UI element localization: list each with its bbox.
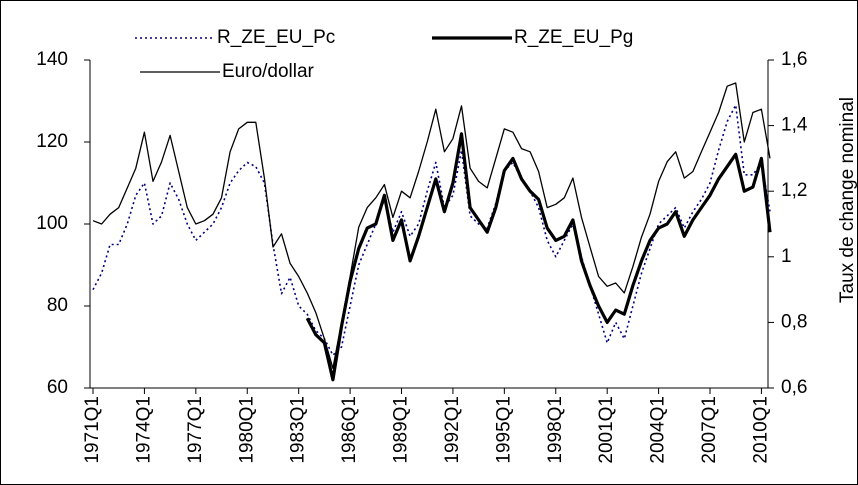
y-tick-label: 80 — [47, 295, 68, 316]
y-tick-label: 140 — [36, 49, 68, 70]
y2-tick-label: 1,6 — [781, 49, 807, 70]
series-line — [305, 132, 772, 382]
x-tick-label: 1998Q1 — [545, 396, 566, 464]
legend-label: Euro/dollar — [222, 61, 315, 82]
x-tick-label: 2007Q1 — [699, 396, 720, 464]
x-tick-label: 1977Q1 — [185, 396, 206, 464]
x-tick-label: 1995Q1 — [493, 396, 514, 464]
x-tick-label: 1983Q1 — [288, 396, 309, 464]
x-tick-label: 1986Q1 — [339, 396, 360, 464]
x-tick-label: 1992Q1 — [442, 396, 463, 464]
y-tick-label: 120 — [36, 131, 68, 152]
y2-tick-label: 1,2 — [781, 180, 807, 201]
series-line — [92, 104, 771, 356]
x-tick-label: 2010Q1 — [750, 396, 771, 464]
x-tick-label: 2004Q1 — [648, 396, 669, 464]
y2-tick-label: 0,8 — [781, 311, 807, 332]
x-tick-label: 1980Q1 — [236, 396, 257, 464]
series-line — [92, 82, 771, 369]
y-tick-label: 60 — [47, 377, 68, 398]
y2-tick-label: 1,4 — [781, 115, 808, 136]
legend-label: R_ZE_EU_Pg — [514, 27, 633, 48]
y2-tick-label: 0,6 — [781, 377, 807, 398]
legend-label: R_ZE_EU_Pc — [217, 27, 335, 48]
x-tick-label: 2001Q1 — [596, 396, 617, 464]
x-tick-label: 1974Q1 — [133, 396, 154, 464]
y-tick-label: 100 — [36, 213, 68, 234]
x-tick-label: 1989Q1 — [391, 396, 412, 464]
x-tick-label: 1971Q1 — [82, 396, 103, 464]
y2-tick-label: 1 — [781, 246, 792, 267]
y2-axis-label: Taux de change nominal — [837, 97, 858, 303]
